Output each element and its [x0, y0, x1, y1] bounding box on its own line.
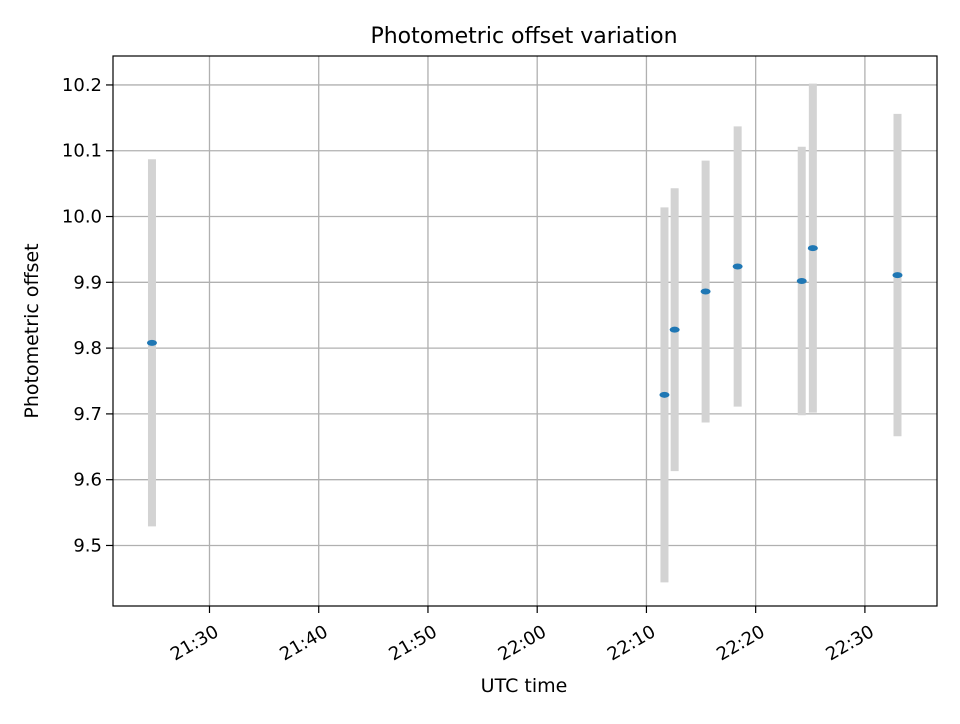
y-tick-label: 9.7 [73, 404, 102, 425]
data-point [669, 326, 680, 333]
plot-frame [112, 55, 938, 607]
y-tick-label: 10.0 [62, 207, 102, 228]
y-tick-label: 10.1 [62, 141, 102, 162]
data-point [659, 391, 670, 398]
marker-layer [146, 245, 903, 398]
y-tick-label: 9.8 [73, 338, 102, 359]
y-tick-label: 9.5 [73, 535, 102, 556]
data-point [732, 263, 743, 270]
y-tick-label: 9.6 [73, 470, 102, 491]
data-point [146, 339, 157, 346]
data-point [892, 272, 903, 279]
data-point [796, 278, 807, 284]
y-tick-label: 9.9 [73, 272, 102, 293]
chart-title: Photometric offset variation [370, 24, 677, 49]
x-axis-label: UTC time [481, 675, 568, 697]
y-axis-label: Photometric offset [21, 243, 43, 418]
data-point [807, 245, 818, 252]
y-tick-label: 10.2 [62, 75, 102, 96]
data-point [700, 288, 711, 295]
